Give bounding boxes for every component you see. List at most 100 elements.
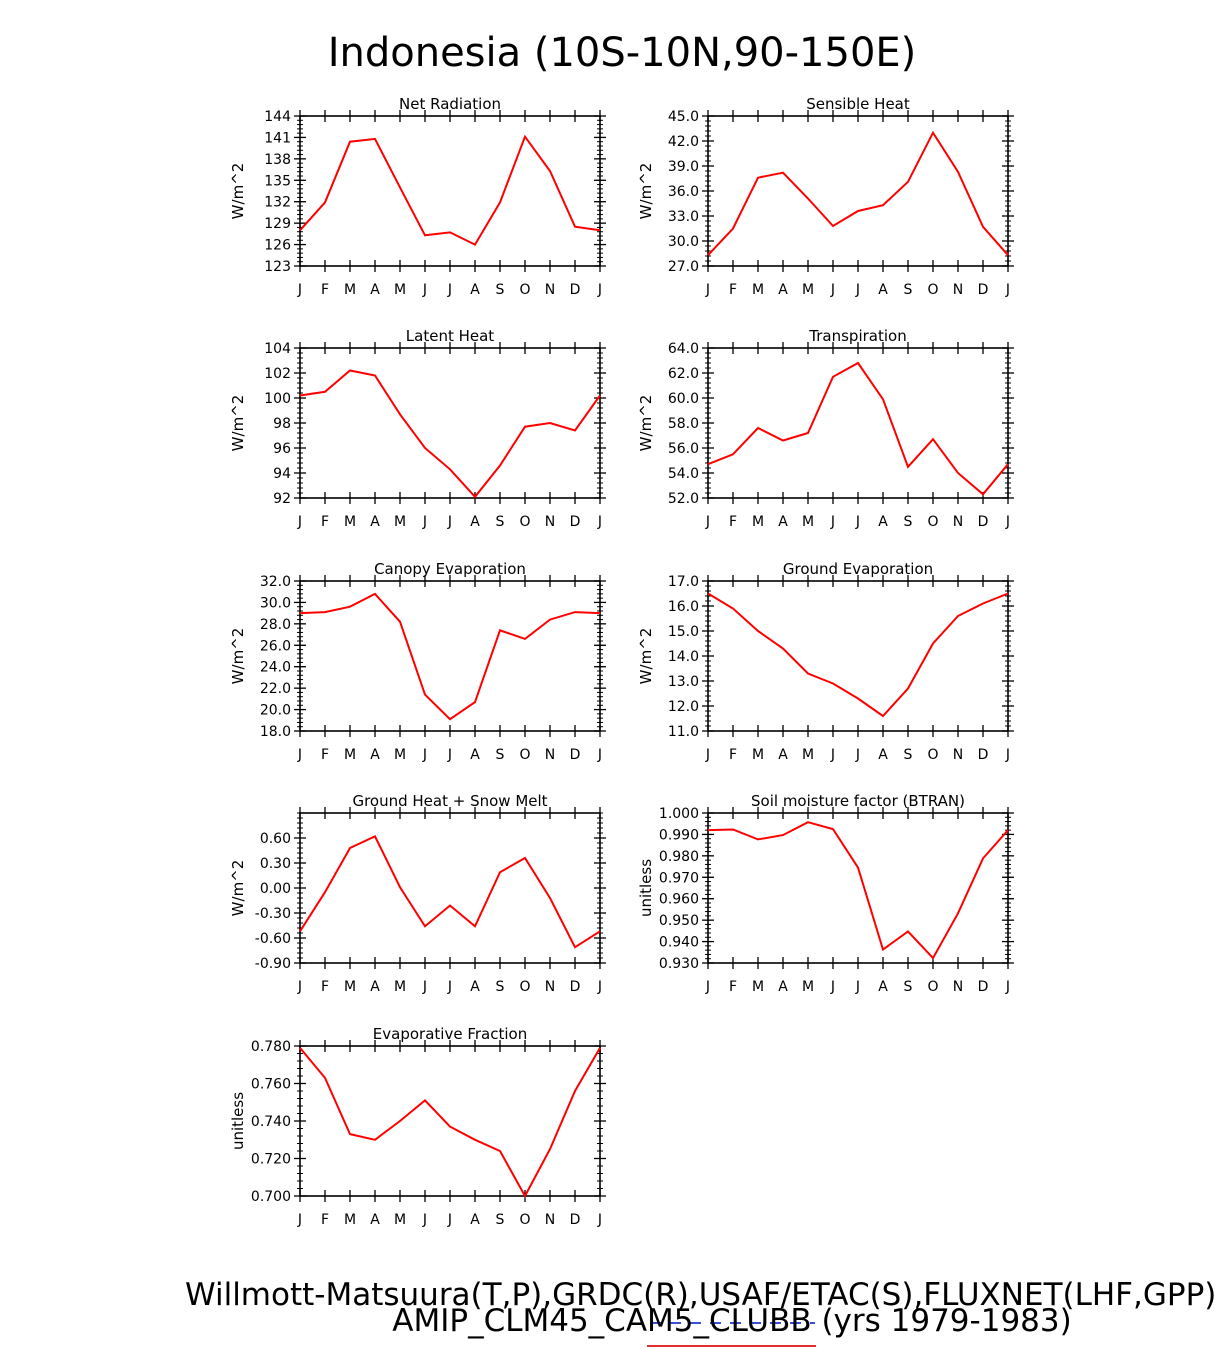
x-tick-label: M bbox=[344, 747, 356, 763]
plot-frame bbox=[707, 812, 1009, 964]
panel-title: Ground Evaporation bbox=[783, 560, 933, 578]
panel-title: Evaporative Fraction bbox=[373, 1025, 527, 1043]
y-axis-label: unitless bbox=[637, 859, 655, 917]
y-tick-label: 0.00 bbox=[260, 881, 291, 897]
x-tick-label: A bbox=[470, 282, 480, 298]
y-tick-label: 0.740 bbox=[251, 1114, 291, 1130]
series-line bbox=[299, 834, 601, 949]
y-tick-label: 22.0 bbox=[260, 681, 291, 697]
plot-frame bbox=[707, 347, 1009, 499]
y-tick-label: 20.0 bbox=[260, 703, 291, 719]
y-tick-label: 15.0 bbox=[668, 624, 699, 640]
x-tick-label: O bbox=[927, 979, 938, 995]
series-line bbox=[299, 592, 601, 721]
x-tick-label: M bbox=[394, 282, 406, 298]
x-tick-label: S bbox=[904, 747, 913, 763]
plot-frame bbox=[299, 580, 601, 732]
x-tick-label: F bbox=[729, 514, 737, 530]
y-tick-label: 135 bbox=[264, 173, 291, 189]
x-tick-label: J bbox=[422, 747, 427, 763]
y-tick-label: 98 bbox=[273, 416, 291, 432]
x-tick-label: J bbox=[422, 282, 427, 298]
x-tick-label: F bbox=[321, 514, 329, 530]
panel-net-radiation: Net Radiation W/m^2 123 126 129 132 135 138 141 1… bbox=[229, 95, 606, 298]
x-tick-label: F bbox=[729, 979, 737, 995]
x-tick-label: M bbox=[752, 514, 764, 530]
figure-title: Indonesia (10S-10N,90-150E) bbox=[328, 30, 917, 76]
x-tick-label: J bbox=[597, 282, 602, 298]
x-tick-label: D bbox=[978, 514, 989, 530]
panel-title: Ground Heat + Snow Melt bbox=[352, 792, 547, 810]
x-tick-label: A bbox=[878, 282, 888, 298]
x-tick-label: M bbox=[344, 1212, 356, 1228]
y-tick-label: 100 bbox=[264, 391, 291, 407]
y-tick-label: 26.0 bbox=[260, 638, 291, 654]
x-tick-label: M bbox=[394, 747, 406, 763]
panel-title: Canopy Evaporation bbox=[374, 560, 526, 578]
y-tick-label: 24.0 bbox=[260, 660, 291, 676]
x-tick-label: J bbox=[1005, 282, 1010, 298]
x-tick-label: J bbox=[1005, 514, 1010, 530]
panel-title: Latent Heat bbox=[406, 327, 495, 345]
x-tick-label: A bbox=[778, 979, 788, 995]
x-tick-label: J bbox=[297, 979, 302, 995]
y-tick-label: 104 bbox=[264, 341, 291, 357]
y-tick-label: 126 bbox=[264, 238, 291, 254]
x-tick-label: A bbox=[878, 514, 888, 530]
x-tick-label: N bbox=[545, 282, 555, 298]
plot-frame bbox=[299, 812, 601, 964]
y-axis-label: W/m^2 bbox=[229, 395, 247, 452]
x-tick-label: S bbox=[496, 747, 505, 763]
y-tick-label: 0.760 bbox=[251, 1077, 291, 1093]
y-tick-label: 33.0 bbox=[668, 209, 699, 225]
y-tick-label: 45.0 bbox=[668, 109, 699, 125]
y-axis-label: W/m^2 bbox=[229, 860, 247, 917]
x-tick-label: F bbox=[321, 1212, 329, 1228]
y-tick-label: 96 bbox=[273, 441, 291, 457]
y-tick-label: 0.940 bbox=[659, 935, 699, 951]
y-tick-label: 17.0 bbox=[668, 574, 699, 590]
x-tick-label: D bbox=[570, 282, 581, 298]
x-tick-label: N bbox=[545, 979, 555, 995]
x-tick-label: J bbox=[705, 282, 710, 298]
x-tick-label: D bbox=[978, 282, 989, 298]
x-tick-label: A bbox=[370, 747, 380, 763]
y-tick-label: 132 bbox=[264, 195, 291, 211]
x-tick-label: J bbox=[422, 1212, 427, 1228]
x-tick-label: M bbox=[802, 979, 814, 995]
y-tick-label: 0.980 bbox=[659, 849, 699, 865]
x-tick-label: J bbox=[422, 514, 427, 530]
y-tick-label: 0.700 bbox=[251, 1189, 291, 1205]
y-tick-label: 13.0 bbox=[668, 674, 699, 690]
x-tick-label: A bbox=[778, 282, 788, 298]
x-tick-label: A bbox=[370, 1212, 380, 1228]
y-tick-label: 0.30 bbox=[260, 856, 291, 872]
footer-datasets: Willmott-Matsuura(T,P),GRDC(R),USAF/ETAC… bbox=[185, 1277, 1216, 1313]
y-tick-label: 60.0 bbox=[668, 391, 699, 407]
x-tick-label: N bbox=[953, 514, 963, 530]
x-tick-label: D bbox=[570, 1212, 581, 1228]
x-tick-label: N bbox=[953, 979, 963, 995]
x-tick-label: M bbox=[752, 979, 764, 995]
y-tick-label: 1.000 bbox=[659, 806, 699, 822]
panel-soil-moisture-factor-btran: Soil moisture factor (BTRAN) unitless 0.93… bbox=[637, 792, 1014, 995]
y-tick-label: 123 bbox=[264, 259, 291, 275]
x-tick-label: S bbox=[904, 514, 913, 530]
y-tick-label: 0.950 bbox=[659, 913, 699, 929]
y-tick-label: -0.60 bbox=[255, 931, 291, 947]
x-tick-label: M bbox=[394, 514, 406, 530]
y-tick-label: 0.720 bbox=[251, 1152, 291, 1168]
x-tick-label: A bbox=[370, 514, 380, 530]
x-tick-label: M bbox=[752, 282, 764, 298]
series-line bbox=[299, 134, 601, 246]
x-tick-label: J bbox=[297, 282, 302, 298]
x-tick-label: F bbox=[321, 747, 329, 763]
x-tick-label: J bbox=[705, 747, 710, 763]
x-tick-label: J bbox=[855, 747, 860, 763]
x-tick-label: J bbox=[297, 747, 302, 763]
x-tick-label: O bbox=[519, 979, 530, 995]
x-tick-label: J bbox=[597, 514, 602, 530]
x-tick-label: O bbox=[927, 282, 938, 298]
